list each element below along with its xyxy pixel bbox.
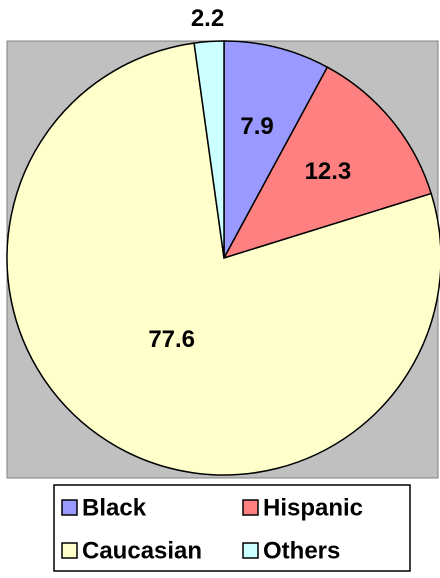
pie-slice [222, 66, 433, 260]
data-label: 77.6 [148, 326, 195, 353]
data-label: 2.2 [191, 5, 224, 32]
legend-label: Black [82, 494, 147, 521]
legend-swatch [61, 542, 78, 559]
legend-swatch [242, 499, 259, 516]
data-label: 7.9 [240, 113, 273, 140]
data-label: 12.3 [305, 158, 352, 185]
legend-swatch [242, 542, 259, 559]
legend-label: Caucasian [82, 537, 202, 564]
legend-swatch [61, 499, 78, 516]
pie-slice [223, 40, 329, 259]
legend [53, 484, 411, 572]
legend-label: Others [263, 537, 340, 564]
pie-slice [193, 40, 225, 259]
pie-slice [6, 42, 440, 476]
legend-label: Hispanic [263, 494, 363, 521]
